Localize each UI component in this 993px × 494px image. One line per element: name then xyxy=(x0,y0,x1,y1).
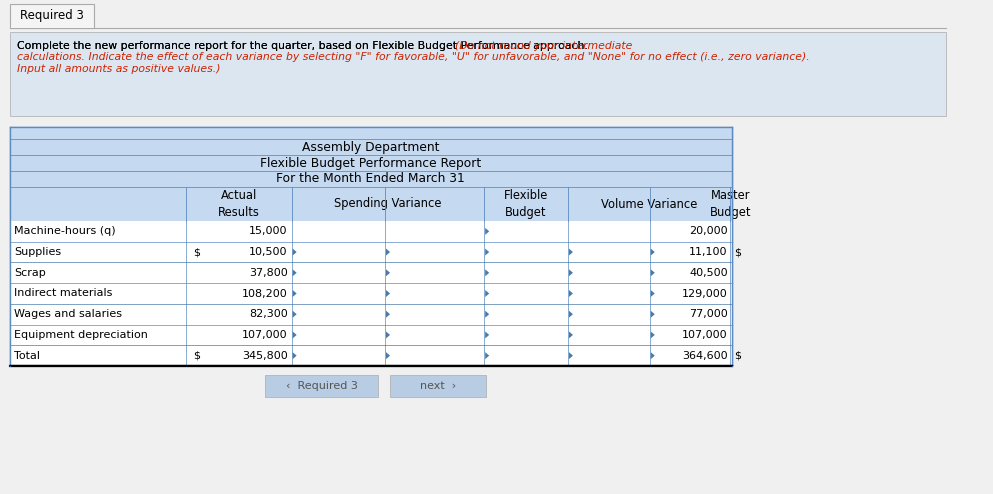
Text: Actual
Results: Actual Results xyxy=(217,189,259,219)
Polygon shape xyxy=(650,352,654,359)
Text: Assembly Department: Assembly Department xyxy=(302,140,439,154)
Text: Complete the new performance report for the quarter, based on Flexible Budget Pe: Complete the new performance report for … xyxy=(17,41,768,51)
Text: 107,000: 107,000 xyxy=(242,330,288,340)
Polygon shape xyxy=(293,290,297,297)
Polygon shape xyxy=(293,331,297,338)
Bar xyxy=(10,221,732,242)
Text: For the Month Ended March 31: For the Month Ended March 31 xyxy=(276,172,465,186)
Text: 107,000: 107,000 xyxy=(682,330,728,340)
Polygon shape xyxy=(486,290,490,297)
Polygon shape xyxy=(569,290,573,297)
Polygon shape xyxy=(386,352,390,359)
Text: Scrap: Scrap xyxy=(15,268,47,278)
Text: Total: Total xyxy=(15,351,41,361)
Text: Flexible
Budget: Flexible Budget xyxy=(503,189,548,219)
Polygon shape xyxy=(486,269,490,276)
Text: (Do not round your intermediate: (Do not round your intermediate xyxy=(456,41,633,51)
Text: Complete the new performance report for the quarter, based on Flexible Budget Pe: Complete the new performance report for … xyxy=(17,41,592,51)
Bar xyxy=(10,262,732,283)
Polygon shape xyxy=(650,269,654,276)
Polygon shape xyxy=(569,331,573,338)
Bar xyxy=(10,325,732,345)
Bar xyxy=(10,187,732,221)
Bar xyxy=(10,139,732,155)
Text: 345,800: 345,800 xyxy=(242,351,288,361)
Polygon shape xyxy=(650,331,654,338)
Polygon shape xyxy=(293,269,297,276)
Text: Flexible Budget Performance Report: Flexible Budget Performance Report xyxy=(260,157,482,169)
Polygon shape xyxy=(293,352,297,359)
Polygon shape xyxy=(486,331,490,338)
Text: 40,500: 40,500 xyxy=(689,268,728,278)
Bar xyxy=(11,26,93,28)
Bar xyxy=(10,32,946,116)
Text: 82,300: 82,300 xyxy=(249,309,288,319)
Polygon shape xyxy=(486,248,490,255)
Polygon shape xyxy=(486,228,490,235)
Text: $: $ xyxy=(735,351,742,361)
Text: ‹  Required 3: ‹ Required 3 xyxy=(286,381,357,391)
Text: $: $ xyxy=(194,351,201,361)
Text: 11,100: 11,100 xyxy=(689,247,728,257)
Bar xyxy=(10,345,732,366)
Polygon shape xyxy=(569,311,573,318)
Bar xyxy=(10,155,732,171)
Text: 20,000: 20,000 xyxy=(689,226,728,236)
Text: 37,800: 37,800 xyxy=(249,268,288,278)
Polygon shape xyxy=(650,248,654,255)
Bar xyxy=(10,171,732,187)
Polygon shape xyxy=(386,290,390,297)
Polygon shape xyxy=(293,311,297,318)
Text: next  ›: next › xyxy=(420,381,456,391)
Text: Volume Variance: Volume Variance xyxy=(601,198,697,210)
Text: 10,500: 10,500 xyxy=(249,247,288,257)
Bar xyxy=(10,242,732,262)
Polygon shape xyxy=(386,248,390,255)
Polygon shape xyxy=(569,352,573,359)
Text: Master
Budget: Master Budget xyxy=(710,189,752,219)
Polygon shape xyxy=(293,248,297,255)
Text: Machine-hours (q): Machine-hours (q) xyxy=(15,226,116,236)
Text: Wages and salaries: Wages and salaries xyxy=(15,309,122,319)
Text: Required 3: Required 3 xyxy=(20,9,84,23)
Text: 364,600: 364,600 xyxy=(682,351,728,361)
Text: Spending Variance: Spending Variance xyxy=(335,198,442,210)
Polygon shape xyxy=(650,290,654,297)
Polygon shape xyxy=(386,311,390,318)
Text: Indirect materials: Indirect materials xyxy=(15,288,113,298)
Polygon shape xyxy=(386,269,390,276)
Bar xyxy=(10,304,732,325)
Text: 129,000: 129,000 xyxy=(682,288,728,298)
Text: 108,200: 108,200 xyxy=(242,288,288,298)
Text: Complete the new performance report for the quarter, based on Flexible Budget Pe: Complete the new performance report for … xyxy=(17,41,592,51)
Polygon shape xyxy=(486,352,490,359)
Text: 77,000: 77,000 xyxy=(689,309,728,319)
Text: Supplies: Supplies xyxy=(15,247,62,257)
Polygon shape xyxy=(650,311,654,318)
Polygon shape xyxy=(486,311,490,318)
Text: Equipment depreciation: Equipment depreciation xyxy=(15,330,148,340)
Text: $: $ xyxy=(194,247,201,257)
Text: calculations. Indicate the effect of each variance by selecting "F" for favorabl: calculations. Indicate the effect of eac… xyxy=(17,52,810,63)
Polygon shape xyxy=(569,248,573,255)
Bar xyxy=(10,127,732,139)
Text: $: $ xyxy=(735,247,742,257)
Polygon shape xyxy=(569,269,573,276)
Text: Input all amounts as positive values.): Input all amounts as positive values.) xyxy=(17,64,220,74)
Bar xyxy=(10,283,732,304)
Bar xyxy=(265,375,378,397)
Bar xyxy=(390,375,487,397)
Text: 15,000: 15,000 xyxy=(249,226,288,236)
Bar xyxy=(10,127,732,366)
Polygon shape xyxy=(386,331,390,338)
Bar xyxy=(10,4,94,28)
